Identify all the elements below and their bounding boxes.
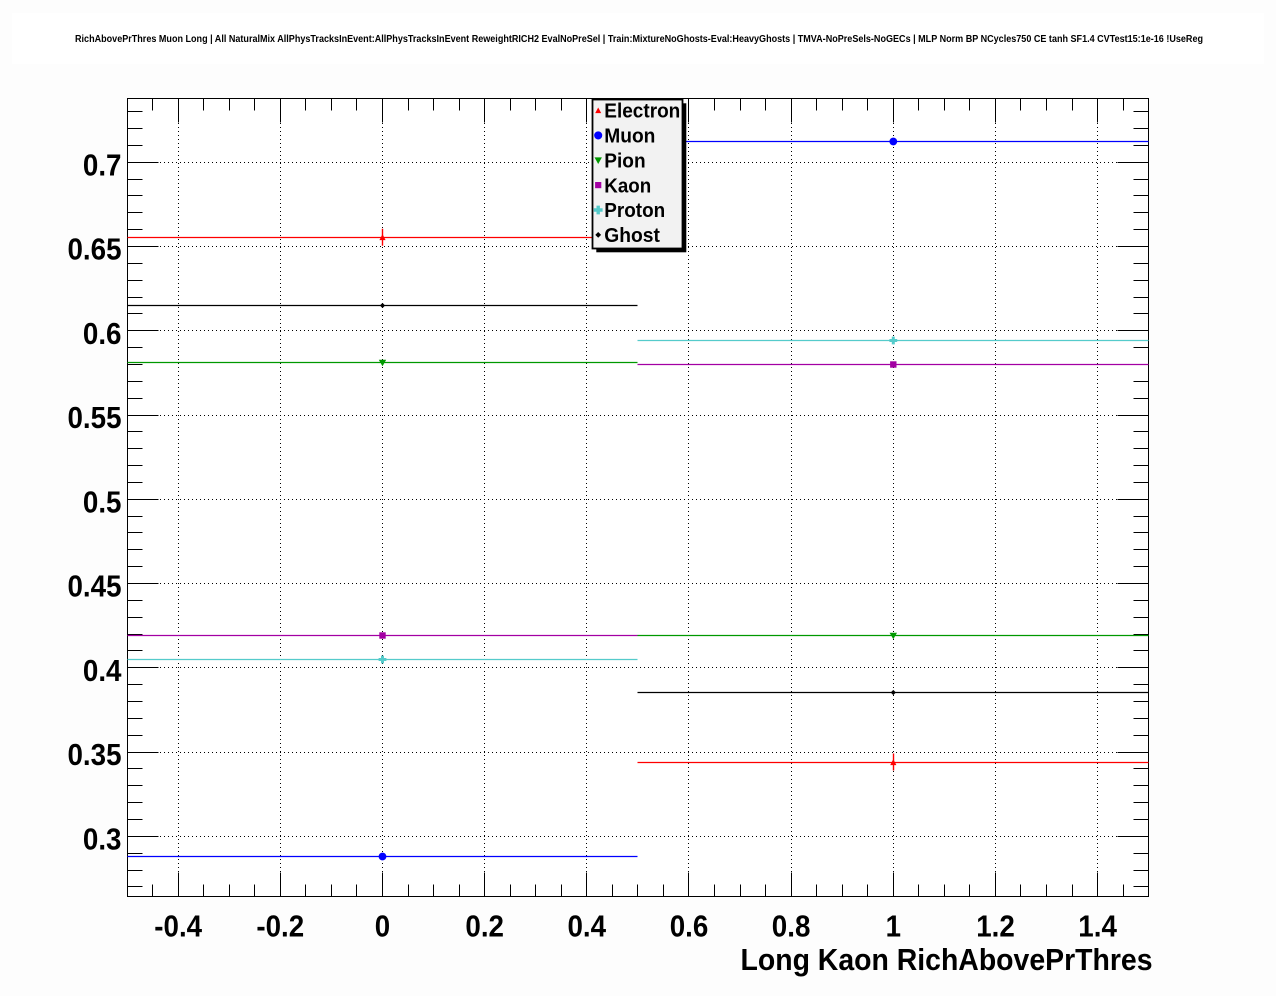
svg-text:Ghost: Ghost bbox=[604, 225, 660, 247]
svg-text:0.7: 0.7 bbox=[83, 147, 122, 182]
svg-text:0.35: 0.35 bbox=[68, 737, 122, 772]
svg-text:RichAbovePrThres Muon Long | A: RichAbovePrThres Muon Long | All Natural… bbox=[75, 34, 1203, 45]
svg-text:Kaon: Kaon bbox=[604, 175, 651, 197]
svg-text:0.6: 0.6 bbox=[670, 909, 709, 944]
svg-text:0.8: 0.8 bbox=[772, 909, 811, 944]
svg-text:0.4: 0.4 bbox=[568, 909, 607, 944]
svg-text:Electron: Electron bbox=[604, 101, 680, 123]
svg-text:0.6: 0.6 bbox=[83, 316, 122, 351]
svg-text:-0.2: -0.2 bbox=[256, 909, 304, 944]
svg-text:Muon: Muon bbox=[604, 126, 655, 148]
svg-text:0.5: 0.5 bbox=[83, 484, 122, 519]
svg-text:0.4: 0.4 bbox=[83, 653, 122, 688]
svg-text:Long Kaon RichAbovePrThres: Long Kaon RichAbovePrThres bbox=[741, 942, 1153, 977]
svg-text:1: 1 bbox=[886, 909, 901, 944]
svg-text:0.65: 0.65 bbox=[68, 232, 122, 267]
svg-text:0.2: 0.2 bbox=[465, 909, 504, 944]
svg-text:1.2: 1.2 bbox=[976, 909, 1015, 944]
svg-text:0: 0 bbox=[375, 909, 390, 944]
svg-text:0.3: 0.3 bbox=[83, 821, 122, 856]
svg-text:Proton: Proton bbox=[604, 200, 665, 222]
svg-text:1.4: 1.4 bbox=[1078, 909, 1117, 944]
svg-text:0.45: 0.45 bbox=[68, 569, 122, 604]
svg-text:-0.4: -0.4 bbox=[154, 909, 202, 944]
svg-text:0.55: 0.55 bbox=[68, 400, 122, 435]
svg-text:Pion: Pion bbox=[604, 150, 645, 172]
